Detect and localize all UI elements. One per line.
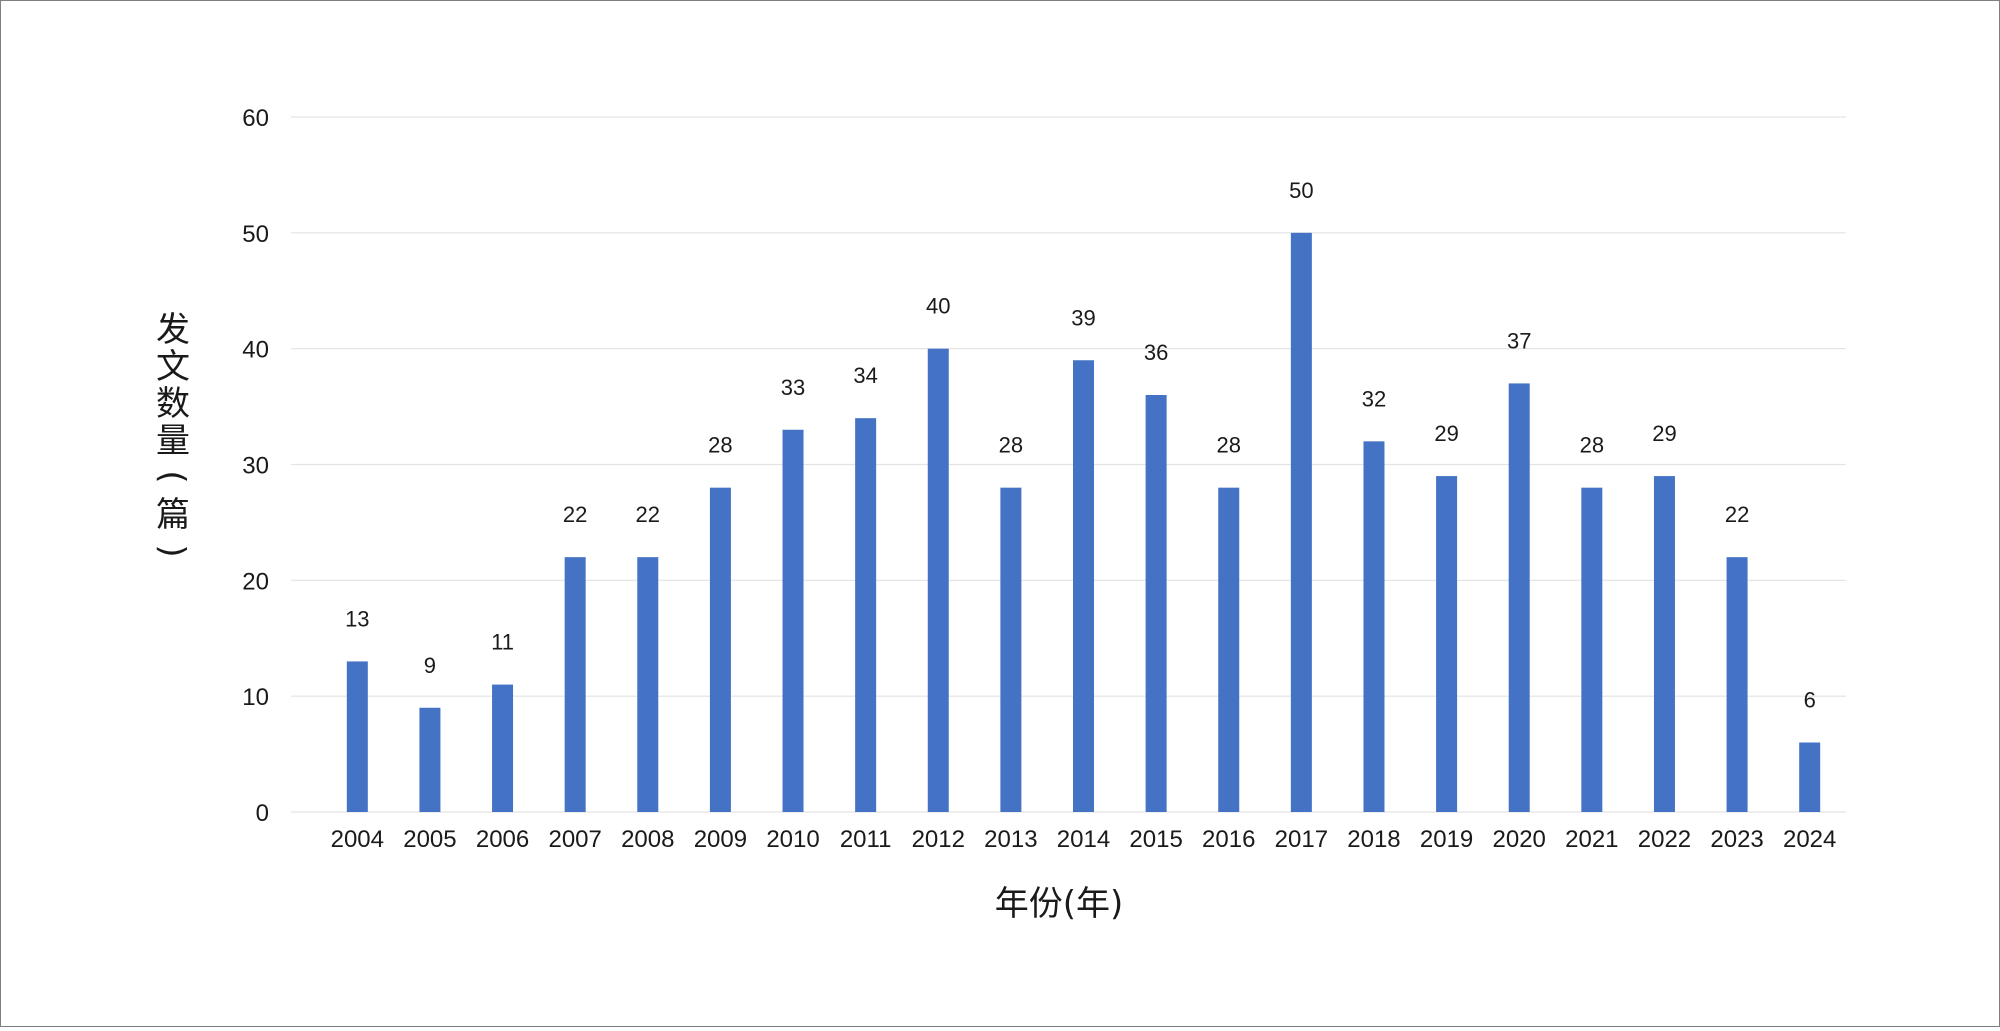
bars xyxy=(346,232,1821,813)
data-label-2019: 29 xyxy=(1434,421,1458,446)
bar-2013 xyxy=(1000,487,1022,812)
x-tick-label: 2022 xyxy=(1638,826,1691,853)
data-label-2023: 22 xyxy=(1725,502,1749,527)
data-label-2021: 28 xyxy=(1580,433,1604,458)
y-axis-title-char: 量 xyxy=(156,421,190,461)
y-tick-label: 10 xyxy=(242,684,269,711)
x-tick-label: 2013 xyxy=(984,826,1037,853)
bar-2017 xyxy=(1290,232,1312,813)
data-label-2018: 32 xyxy=(1362,386,1386,411)
y-axis-title-char: 发 xyxy=(156,310,190,350)
bar-2015 xyxy=(1145,395,1167,812)
data-label-2017: 50 xyxy=(1289,178,1313,203)
y-tick-label: 0 xyxy=(256,800,269,827)
x-tick-label: 2014 xyxy=(1057,826,1110,853)
y-axis-title-char: ( xyxy=(152,470,192,483)
x-tick-label: 2008 xyxy=(621,826,674,853)
y-axis-title-char: ) xyxy=(152,544,192,557)
data-label-2005: 9 xyxy=(424,653,436,678)
data-label-2022: 29 xyxy=(1652,421,1676,446)
data-label-2016: 28 xyxy=(1216,433,1240,458)
data-label-2009: 28 xyxy=(708,433,732,458)
data-label-2013: 28 xyxy=(999,433,1023,458)
x-tick-label: 2016 xyxy=(1202,826,1255,853)
y-axis-title-char: 数 xyxy=(156,384,190,424)
bar-2022 xyxy=(1653,476,1675,812)
y-tick-label: 30 xyxy=(242,453,269,480)
bar-2006 xyxy=(492,684,514,812)
y-axis-title-char: 篇 xyxy=(156,495,190,535)
data-label-2010: 33 xyxy=(781,375,805,400)
bar-2018 xyxy=(1363,441,1385,812)
data-label-2007: 22 xyxy=(563,502,587,527)
bar-2010 xyxy=(782,429,804,812)
bar-2012 xyxy=(927,348,949,812)
y-axis-ticks: 0 10 20 30 40 50 60 xyxy=(242,105,269,827)
bar-2016 xyxy=(1218,487,1240,812)
data-label-2012: 40 xyxy=(926,294,950,319)
bar-2008 xyxy=(637,557,659,812)
x-tick-label: 2015 xyxy=(1129,826,1182,853)
x-tick-label: 2005 xyxy=(403,826,456,853)
x-tick-label: 2006 xyxy=(476,826,529,853)
x-tick-label: 2019 xyxy=(1420,826,1473,853)
x-tick-label: 2010 xyxy=(766,826,819,853)
data-labels: 13 9 11 22 22 28 33 34 40 28 39 36 28 50 32 29 37 28 29 22 6 xyxy=(345,178,1816,713)
x-tick-label: 2007 xyxy=(548,826,601,853)
bar-2011 xyxy=(855,418,877,812)
y-tick-label: 60 xyxy=(242,105,269,132)
x-tick-label: 2009 xyxy=(694,826,747,853)
bar-2020 xyxy=(1508,383,1530,812)
bar-2009 xyxy=(709,487,731,812)
x-tick-label: 2004 xyxy=(331,826,384,853)
data-label-2020: 37 xyxy=(1507,328,1531,353)
y-tick-label: 40 xyxy=(242,337,269,364)
data-label-2006: 11 xyxy=(491,630,514,655)
bar-2005 xyxy=(419,707,441,812)
x-tick-label: 2011 xyxy=(840,826,892,853)
bar-2024 xyxy=(1799,742,1821,812)
bar-2007 xyxy=(564,557,586,812)
bar-2023 xyxy=(1726,557,1748,812)
gridlines xyxy=(291,116,1846,813)
x-tick-label: 2020 xyxy=(1493,826,1546,853)
bar-2014 xyxy=(1073,360,1094,812)
x-axis-title: 年份(年) xyxy=(995,884,1124,924)
y-tick-label: 20 xyxy=(242,568,269,595)
data-label-2024: 6 xyxy=(1804,688,1816,713)
x-tick-label: 2017 xyxy=(1275,826,1328,853)
bar-2019 xyxy=(1436,476,1458,812)
bar-2004 xyxy=(346,661,368,812)
data-label-2015: 36 xyxy=(1144,340,1168,365)
data-label-2004: 13 xyxy=(345,606,369,631)
x-tick-label: 2023 xyxy=(1710,826,1763,853)
data-label-2008: 22 xyxy=(636,502,660,527)
data-label-2014: 39 xyxy=(1071,305,1095,330)
x-tick-label: 2018 xyxy=(1347,826,1400,853)
x-tick-label: 2021 xyxy=(1565,826,1618,853)
y-axis-title-char: 文 xyxy=(156,347,190,387)
x-tick-label: 2012 xyxy=(912,826,965,853)
x-tick-label: 2024 xyxy=(1783,826,1836,853)
bar-2021 xyxy=(1581,487,1603,812)
x-axis-ticks: 2004 2005 2006 2007 2008 2009 2010 2011 2012 2013… xyxy=(331,826,1837,853)
data-label-2011: 34 xyxy=(853,363,877,388)
y-tick-label: 50 xyxy=(242,221,269,248)
